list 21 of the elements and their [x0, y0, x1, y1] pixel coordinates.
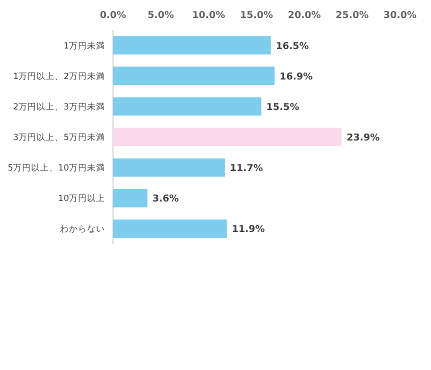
x-tick-label: 30.0%	[384, 10, 417, 21]
x-tick-label: 10.0%	[192, 10, 226, 21]
data-label: 3.6%	[152, 194, 180, 205]
data-label: 16.9%	[280, 71, 314, 82]
x-tick-label: 20.0%	[288, 10, 322, 21]
y-tick-label: 1万円以上、2万円未満	[13, 70, 105, 82]
y-tick-label: わからない	[60, 224, 105, 235]
x-tick-label: 0.0%	[100, 10, 127, 21]
y-tick-label: 5万円以上、10万円未満	[8, 162, 105, 174]
y-tick-label: 2万円以上、3万円未満	[13, 101, 105, 112]
x-tick-label: 15.0%	[240, 10, 274, 21]
y-tick-label: 1万円未満	[64, 40, 105, 52]
y-tick-label: 10万円以上	[58, 193, 105, 204]
x-tick-label: 5.0%	[148, 10, 174, 21]
data-label: 15.5%	[266, 102, 300, 113]
data-label: 11.9%	[232, 224, 266, 236]
data-label: 11.7%	[230, 163, 264, 174]
data-label: 23.9%	[346, 132, 380, 144]
data-label: 16.5%	[276, 40, 310, 52]
y-tick-label: 3万円以上、5万円未満	[13, 132, 105, 143]
x-tick-label: 25.0%	[336, 10, 370, 21]
